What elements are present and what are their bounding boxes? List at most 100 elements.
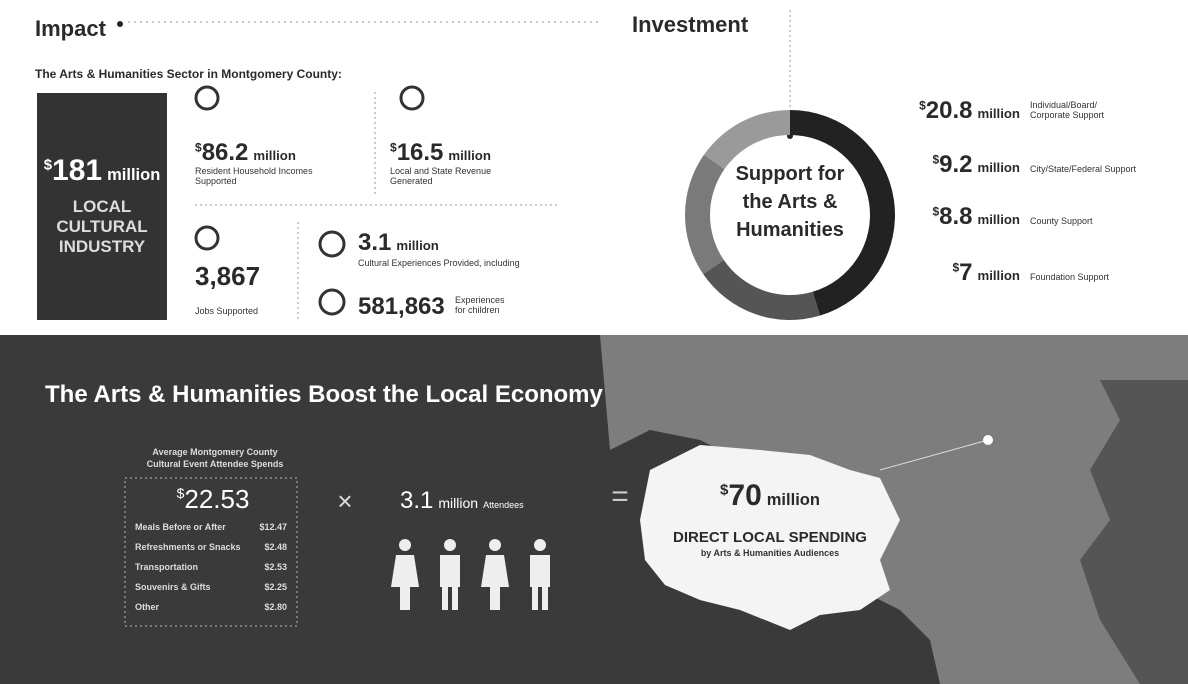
result-label: DIRECT LOCAL SPENDING — [673, 529, 867, 546]
stat-label: Generated — [390, 176, 433, 186]
spend-label: Average Montgomery County — [152, 447, 277, 457]
currency: $ — [952, 261, 959, 275]
total-box — [37, 93, 167, 320]
breakdown-label: Souvenirs & Gifts — [135, 582, 211, 592]
currency: $ — [390, 141, 397, 155]
unit: million — [767, 491, 820, 509]
amount: 181 — [52, 154, 102, 187]
stat-amount: 3.1 million — [358, 229, 439, 256]
bullet — [117, 21, 123, 27]
donut-center-label: Humanities — [736, 219, 844, 241]
spend-label: Cultural Event Attendee Spends — [147, 459, 284, 469]
total-label: CULTURAL — [56, 217, 147, 236]
unit: million — [978, 268, 1021, 283]
breakdown-label: Refreshments or Snacks — [135, 542, 241, 552]
unit: million — [978, 160, 1021, 175]
source-amount: $8.8 million — [932, 203, 1020, 230]
source-label: Individual/Board/ — [1030, 100, 1098, 110]
currency: $ — [919, 99, 926, 113]
amount: 20.8 — [926, 97, 973, 124]
unit: million — [978, 212, 1021, 227]
source-label: City/State/Federal Support — [1030, 164, 1137, 174]
unit: million — [107, 166, 160, 184]
equals-sign: = — [611, 480, 629, 513]
impact-title: Impact — [35, 16, 107, 41]
unit: million — [978, 106, 1021, 121]
amount: 22.53 — [184, 484, 249, 514]
source-label: Corporate Support — [1030, 110, 1105, 120]
source-amount: $9.2 million — [932, 151, 1020, 178]
result-amount: $70 million — [720, 479, 820, 512]
stat-label: Jobs Supported — [195, 306, 258, 316]
stat-label: Local and State Revenue — [390, 166, 491, 176]
label: Attendees — [483, 500, 524, 510]
amount: 3,867 — [195, 261, 260, 291]
breakdown-amount: $12.47 — [259, 522, 287, 532]
icons — [194, 85, 425, 316]
attendees: 3.1 million Attendees — [400, 487, 524, 514]
donut-segment — [685, 154, 725, 275]
currency: $ — [195, 141, 202, 155]
donut-segment — [703, 110, 790, 170]
total-amount: $181 million — [44, 154, 161, 187]
currency: $ — [932, 153, 939, 167]
currency: $ — [932, 205, 939, 219]
amount: 7 — [959, 259, 972, 286]
amount: 581,863 — [358, 293, 445, 320]
source-label: County Support — [1030, 216, 1093, 226]
donut-segment — [703, 259, 820, 320]
breakdown-amount: $2.48 — [264, 542, 287, 552]
people — [391, 539, 550, 610]
pointer — [879, 439, 989, 471]
breakdown-label: Other — [135, 602, 160, 612]
stat-label: Experiences — [455, 295, 505, 305]
times-sign: × — [337, 486, 352, 516]
stat-amount: $86.2 million — [195, 139, 296, 166]
amount: 16.5 — [397, 139, 444, 166]
map-water — [1080, 380, 1188, 684]
amount: 3.1 — [400, 487, 433, 514]
stat-amount: 581,863 — [358, 293, 445, 320]
amount: 3.1 — [358, 229, 391, 256]
stat-label: for children — [455, 305, 500, 315]
donut-center-label: Support for — [736, 163, 845, 185]
breakdown-amount: $2.25 — [264, 582, 287, 592]
breakdown-label: Transportation — [135, 562, 198, 572]
unit: million — [438, 495, 478, 511]
spend-amount: $22.53 — [177, 484, 250, 514]
economy-title: The Arts & Humanities Boost the Local Ec… — [45, 381, 604, 408]
investment-title: Investment — [632, 12, 749, 37]
total-label: LOCAL — [73, 197, 132, 216]
donut-segment — [790, 110, 896, 316]
unit: million — [396, 238, 439, 253]
breakdown-amount: $2.80 — [264, 602, 287, 612]
amount: 70 — [728, 479, 761, 512]
currency: $ — [177, 485, 185, 501]
total-label: INDUSTRY — [59, 237, 146, 256]
source-label: Foundation Support — [1030, 272, 1110, 282]
amount: 86.2 — [202, 139, 249, 166]
breakdown-label: Meals Before or After — [135, 522, 226, 532]
source-amount: $7 million — [952, 259, 1020, 286]
currency: $ — [44, 157, 53, 174]
unit: million — [253, 148, 296, 163]
amount: 8.8 — [939, 203, 972, 230]
donut — [685, 110, 896, 320]
impact-subtitle: The Arts & Humanities Sector in Montgome… — [35, 67, 342, 81]
stat-label: Resident Household Incomes — [195, 166, 313, 176]
stat-amount: 3,867 — [195, 261, 260, 291]
unit: million — [448, 148, 491, 163]
source-amount: $20.8 million — [919, 97, 1020, 124]
stat-amount: $16.5 million — [390, 139, 491, 166]
result-sublabel: by Arts & Humanities Audiences — [701, 548, 839, 558]
breakdown-amount: $2.53 — [264, 562, 287, 572]
spend-box — [124, 477, 298, 627]
amount: 9.2 — [939, 151, 972, 178]
donut-center-label: the Arts & — [743, 191, 838, 213]
stat-label: Cultural Experiences Provided, including — [358, 258, 520, 268]
county-shape — [640, 445, 900, 630]
currency: $ — [720, 482, 729, 499]
stat-label: Supported — [195, 176, 237, 186]
pointer-dot — [983, 435, 993, 445]
